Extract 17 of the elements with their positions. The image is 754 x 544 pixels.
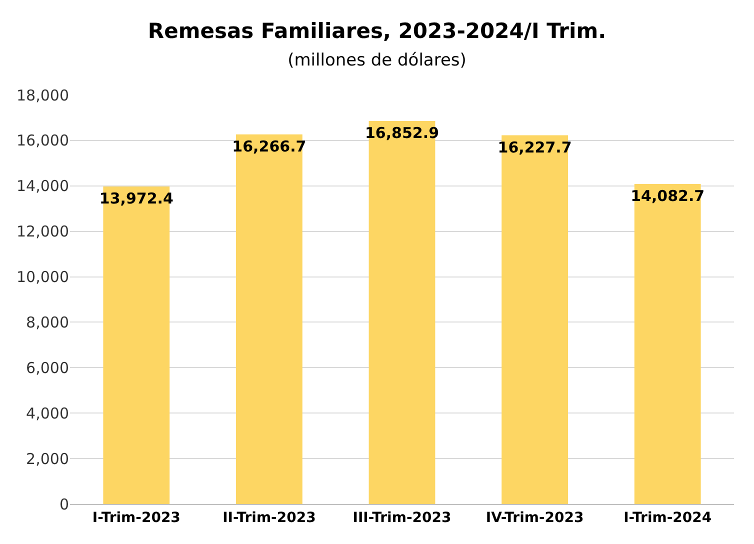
y-tick-label: 18,000 <box>16 86 69 104</box>
x-tick-label: I-Trim-2023 <box>92 510 180 526</box>
chart-subtitle: (millones de dólares) <box>288 50 466 70</box>
x-tick-label: I-Trim-2024 <box>624 510 712 526</box>
y-tick-label: 4,000 <box>26 404 69 422</box>
y-tick-label: 12,000 <box>16 222 69 241</box>
y-tick-label: 8,000 <box>26 313 69 332</box>
x-tick-label: II-Trim-2023 <box>222 510 316 526</box>
y-tick-label: 6,000 <box>26 358 69 377</box>
y-tick-label: 2,000 <box>26 450 69 468</box>
x-tick-label: III-Trim-2023 <box>352 510 452 526</box>
y-tick-label: 16,000 <box>16 132 69 150</box>
chart-title: Remesas Familiares, 2023-2024/I Trim. <box>148 19 606 44</box>
x-tick-label: IV-Trim-2023 <box>486 510 584 526</box>
y-tick-label: 14,000 <box>16 177 69 196</box>
y-tick-label: 10,000 <box>16 268 69 286</box>
y-tick-label: 0 <box>59 495 69 514</box>
